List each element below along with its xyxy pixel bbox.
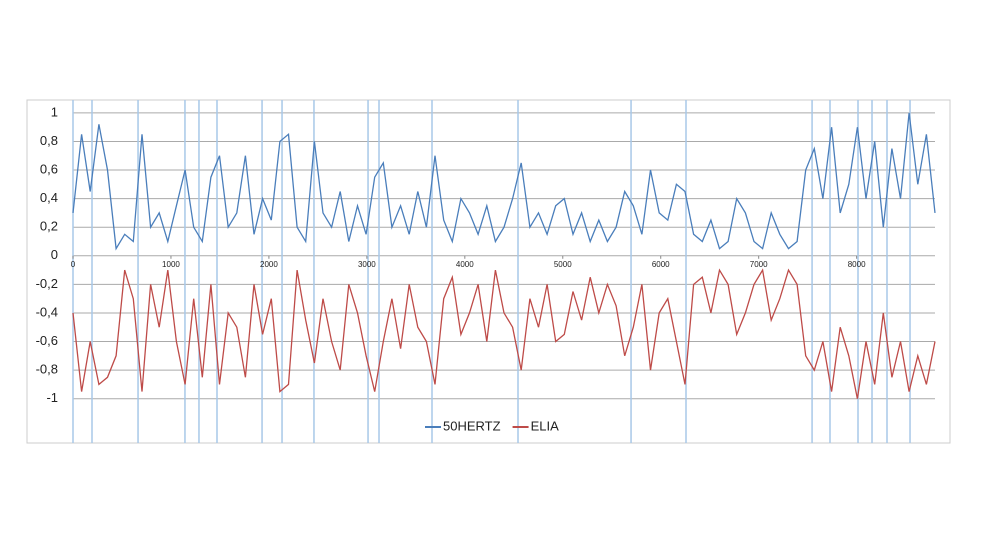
x-tick-label: 3000 xyxy=(358,260,376,269)
legend-label: ELIA xyxy=(531,418,560,433)
y-tick-label: 1 xyxy=(51,104,58,119)
series-line xyxy=(72,268,936,399)
y-tick-label: 0,4 xyxy=(40,190,58,205)
chart-frame xyxy=(26,99,951,444)
y-tick-label: -1 xyxy=(46,390,58,405)
series-line xyxy=(72,112,936,251)
x-tick-label: 8000 xyxy=(848,260,866,269)
y-tick-label: 0,6 xyxy=(40,161,58,176)
y-tick-label: -0,6 xyxy=(36,333,58,348)
y-tick-label: 0,8 xyxy=(40,133,58,148)
legend-label: 50HERTZ xyxy=(443,418,501,433)
x-tick-label: 0 xyxy=(71,260,76,269)
y-tick-label: 0,2 xyxy=(40,219,58,234)
y-tick-label: -0,2 xyxy=(36,276,58,291)
x-tick-label: 7000 xyxy=(750,260,768,269)
x-tick-label: 1000 xyxy=(162,260,180,269)
x-tick-label: 6000 xyxy=(652,260,670,269)
y-tick-label: -0,4 xyxy=(36,304,58,319)
x-tick-label: 5000 xyxy=(554,260,572,269)
x-tick-label: 2000 xyxy=(260,260,278,269)
y-tick-label: 0 xyxy=(51,247,58,262)
x-tick-label: 4000 xyxy=(456,260,474,269)
y-tick-label: -0,8 xyxy=(36,362,58,377)
